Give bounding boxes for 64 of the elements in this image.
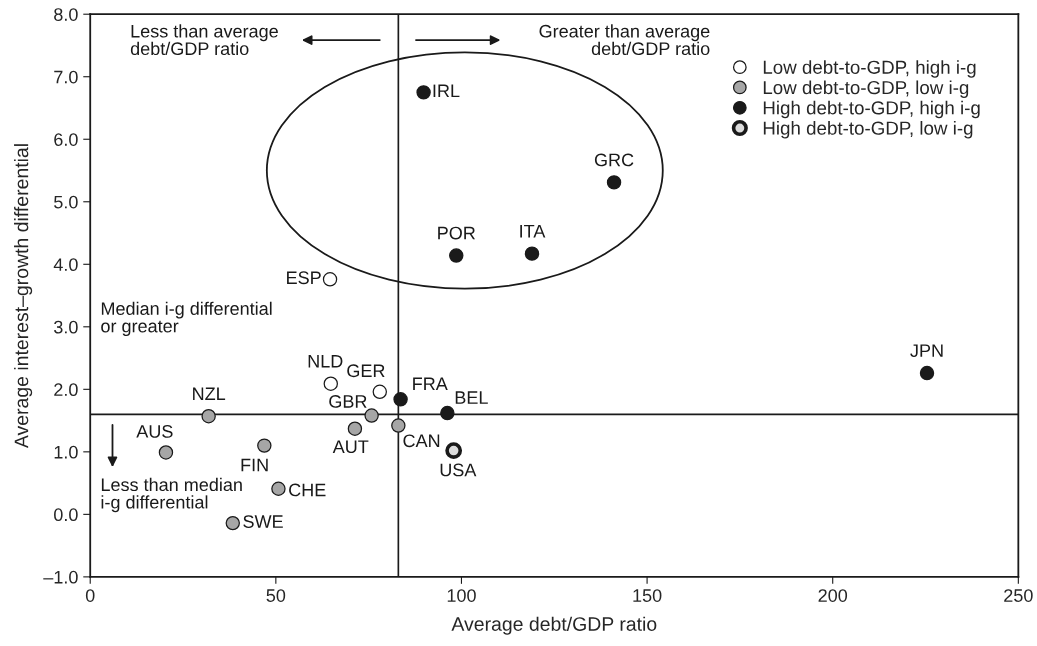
point <box>440 405 455 421</box>
annotation: GRC <box>594 153 634 167</box>
x-tick-label: 150 <box>633 589 662 602</box>
x-axis-title: Average debt/GDP ratio <box>451 616 657 635</box>
x-tick-label: 200 <box>818 589 848 602</box>
annotation: Less than median i-g differential <box>101 477 242 513</box>
y-tick-label: 8.0 <box>54 8 78 21</box>
annotation: FRA <box>413 377 448 391</box>
point <box>322 272 338 287</box>
annotation: AUS <box>136 425 173 438</box>
annotation: Greater than average debt/GDP ratio <box>539 24 710 56</box>
x-tick-label: 0 <box>85 589 95 602</box>
annotation: Median i-g differential or greater <box>101 301 272 337</box>
legend-label: High debt-to-GDP, high i-g <box>763 100 980 119</box>
x-tick-label: 250 <box>1004 589 1033 602</box>
point <box>225 515 240 531</box>
legend-label: Low debt-to-GDP, low i-g <box>763 80 969 98</box>
point <box>606 175 622 190</box>
point <box>323 376 338 391</box>
point <box>372 384 388 400</box>
point <box>919 365 935 381</box>
annotation: CHE <box>289 483 326 497</box>
point <box>391 418 406 433</box>
point <box>347 421 363 436</box>
legend-label: High debt-to-GDP, low i-g <box>763 121 973 139</box>
y-tick-label: 6.0 <box>54 133 78 146</box>
annotation: GER <box>347 364 385 378</box>
point <box>393 392 408 407</box>
annotation: BEL <box>455 391 488 404</box>
point <box>158 445 174 460</box>
annotation: POR <box>438 226 475 240</box>
y-axis-title: Average interest–growth differential <box>14 144 33 449</box>
annotation: USA <box>440 463 477 477</box>
point <box>201 408 216 424</box>
legend-label: Low debt-to-GDP, high i-g <box>763 60 976 78</box>
y-tick-label: 3.0 <box>54 320 78 334</box>
point <box>449 248 464 263</box>
annotation: GBR <box>329 395 367 408</box>
annotation: ITA <box>520 224 546 238</box>
annotation: FIN <box>241 458 268 472</box>
y-tick-label: 4.0 <box>53 258 78 272</box>
y-tick-label: –1.0 <box>43 570 78 584</box>
point <box>271 481 286 496</box>
annotation: AUT <box>332 440 369 454</box>
annotation: JPN <box>910 344 943 357</box>
x-tick-label: 100 <box>447 589 476 602</box>
annotation: NZL <box>193 387 226 400</box>
y-tick-label: 5.0 <box>54 195 78 209</box>
y-tick-label: 1.0 <box>54 445 78 459</box>
point <box>257 438 272 453</box>
point <box>416 85 431 100</box>
annotation: CAN <box>403 434 440 448</box>
y-tick-label: 7.0 <box>54 70 78 84</box>
annotation: IRL <box>433 84 460 98</box>
point <box>364 408 379 423</box>
y-tick-label: 0.0 <box>54 508 78 522</box>
point <box>445 442 463 459</box>
annotation: SWE <box>243 515 283 528</box>
annotation: NLD <box>308 355 343 368</box>
point <box>524 246 540 261</box>
annotation: Less than average debt/GDP ratio <box>130 24 278 56</box>
x-tick-label: 50 <box>266 589 286 602</box>
annotation: ESP <box>287 271 321 285</box>
y-tick-label: 2.0 <box>54 383 78 397</box>
